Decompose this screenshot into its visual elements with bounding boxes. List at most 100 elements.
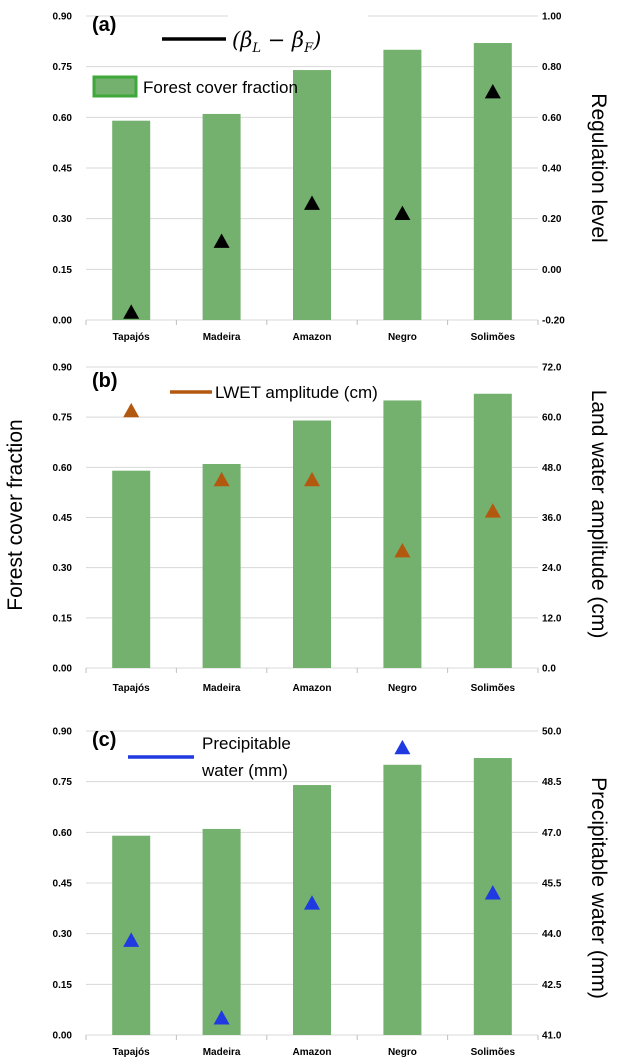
bar	[293, 420, 331, 668]
y-left-tick-label: 0.45	[53, 879, 73, 890]
y-right-tick-label: 72.0	[542, 363, 562, 374]
triangle-marker	[394, 739, 411, 755]
y-right-title-a: Regulation level	[587, 93, 610, 242]
legend-a-bar-swatch	[92, 75, 138, 98]
y-left-tick-label: 0.90	[53, 727, 73, 738]
x-tick-label: Negro	[388, 332, 417, 343]
y-left-tick-label: 0.15	[53, 980, 73, 991]
y-right-tick-label: 0.60	[542, 113, 562, 124]
x-tick-label: Solimões	[471, 1047, 516, 1058]
y-right-tick-label: 0.80	[542, 62, 562, 73]
y-left-tick-label: 0.30	[53, 214, 73, 225]
y-right-tick-label: 0.00	[542, 265, 562, 276]
bar	[473, 393, 512, 668]
bar	[112, 470, 151, 668]
y-left-tick-label: 0.75	[53, 413, 73, 424]
triangle-marker	[484, 84, 501, 99]
x-tick-label: Amazon	[293, 683, 332, 694]
y-left-tick-label: 0.90	[53, 12, 73, 23]
y-right-tick-label: 36.0	[542, 513, 562, 524]
x-tick-label: Tapajós	[113, 332, 150, 343]
triangle-marker	[484, 503, 501, 518]
triangle-marker	[484, 885, 501, 900]
y-right-tick-label: 48.5	[542, 777, 562, 788]
bar	[383, 764, 422, 1035]
y-right-tick-label: 44.0	[542, 929, 562, 940]
legend-c: Precipitable water (mm)	[128, 734, 291, 780]
x-tick-label: Amazon	[293, 1047, 332, 1058]
bar	[112, 120, 151, 320]
y-left-tick-label: 0.45	[53, 513, 73, 524]
panel-b: 0.00 0.15 0.30 0.45 0.60 0.75 0.90 0.0 12.0 24.0…	[53, 363, 610, 695]
legend-a-math-bg	[228, 14, 368, 54]
y-right-tick-label: 0.20	[542, 214, 562, 225]
y-left-tick-label: 0.30	[53, 563, 73, 574]
y-right-tick-label: 45.5	[542, 879, 562, 890]
panel-c: 0.00 0.15 0.30 0.45 0.60 0.75 0.90 41.0 42.5 44.…	[53, 727, 610, 1059]
panel-label-b: (b)	[92, 370, 118, 392]
y-right-tick-label: 42.5	[542, 980, 562, 991]
x-tick-label: Negro	[388, 683, 417, 694]
bar	[202, 828, 241, 1035]
y-left-title: Forest cover fraction	[4, 419, 27, 610]
triangle-marker	[123, 932, 140, 947]
triangle-marker	[394, 542, 411, 558]
y-right-tick-label: 24.0	[542, 563, 562, 574]
y-left-tick-label: 0.15	[53, 613, 73, 624]
y-right-tick-label: 50.0	[542, 727, 562, 738]
legend-b-marker-label: LWET amplitude (cm)	[215, 383, 378, 402]
triangle-marker	[394, 205, 411, 220]
y-right-tick-label: 1.00	[542, 12, 562, 23]
panel-a: 0.00 0.15 0.30 0.45 0.60 0.75 0.90 -0.20 0.00 0.…	[53, 12, 610, 344]
y-left-tick-label: 0.45	[53, 164, 73, 175]
panel-label-c: (c)	[92, 729, 116, 751]
legend-c-marker-label-line1: Precipitable	[202, 734, 291, 753]
y-right-tick-label: 48.0	[542, 463, 562, 474]
bar	[383, 400, 422, 668]
y-left-tick-label: 0.15	[53, 265, 73, 276]
y-right-tick-label: -0.20	[542, 316, 565, 327]
legend-a-bar-label: Forest cover fraction	[143, 78, 298, 97]
x-tick-label: Amazon	[293, 332, 332, 343]
legend-c-marker-label-line2: water (mm)	[201, 761, 288, 780]
bar	[202, 113, 241, 320]
y-right-title-b: Land water amplitude (cm)	[587, 390, 610, 639]
legend-a-marker-label: (βL − βF)	[232, 28, 321, 56]
triangle-marker	[123, 402, 140, 418]
y-left-tick-label: 0.60	[53, 463, 73, 474]
y-left-tick-label: 0.75	[53, 62, 73, 73]
x-tick-label: Tapajós	[113, 1047, 150, 1058]
x-tick-label: Solimões	[471, 332, 516, 343]
legend-b: LWET amplitude (cm)	[170, 383, 378, 402]
legend-a: (βL − βF) Forest cover fraction	[92, 14, 368, 98]
y-right-tick-label: 0.40	[542, 164, 562, 175]
y-left-tick-label: 0.00	[53, 1031, 73, 1042]
triangle-marker	[304, 471, 320, 487]
y-right-title-c: Precipitable water (mm)	[587, 777, 610, 999]
y-left-tick-label: 0.60	[53, 113, 73, 124]
y-right-tick-label: 41.0	[542, 1031, 562, 1042]
y-right-tick-label: 60.0	[542, 413, 562, 424]
x-tick-label: Tapajós	[113, 683, 150, 694]
y-right-tick-label: 0.0	[542, 664, 556, 675]
y-left-tick-label: 0.75	[53, 777, 73, 788]
panel-label-a: (a)	[92, 14, 116, 36]
y-left-tick-label: 0.30	[53, 929, 73, 940]
y-left-tick-label: 0.00	[53, 316, 73, 327]
triangle-marker	[304, 895, 320, 910]
triangle-marker	[213, 471, 230, 487]
x-tick-label: Madeira	[203, 683, 241, 694]
y-left-tick-label: 0.60	[53, 828, 73, 839]
bar	[293, 785, 331, 1035]
y-right-tick-label: 12.0	[542, 613, 562, 624]
bar	[293, 70, 331, 321]
y-left-tick-label: 0.90	[53, 363, 73, 374]
triangle-marker	[213, 1010, 230, 1025]
bar	[202, 463, 241, 668]
triangle-marker	[213, 233, 230, 248]
x-tick-label: Solimões	[471, 683, 516, 694]
triangle-marker	[123, 304, 140, 319]
y-left-tick-label: 0.00	[53, 664, 73, 675]
triangle-marker	[304, 195, 320, 210]
